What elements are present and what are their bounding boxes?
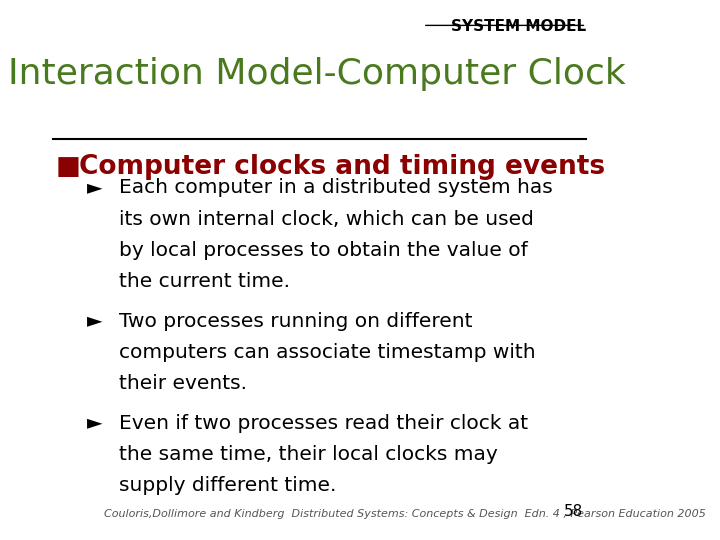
Text: ►: ► [87, 414, 103, 433]
Text: Each computer in a distributed system has: Each computer in a distributed system ha… [119, 178, 552, 197]
Text: Interaction Model-Computer Clock: Interaction Model-Computer Clock [8, 57, 626, 91]
Text: ►: ► [87, 178, 103, 197]
Text: by local processes to obtain the value of: by local processes to obtain the value o… [119, 241, 528, 260]
Text: ►: ► [87, 312, 103, 330]
Text: 58: 58 [564, 504, 583, 519]
Text: Even if two processes read their clock at: Even if two processes read their clock a… [119, 414, 528, 433]
Text: Two processes running on different: Two processes running on different [119, 312, 472, 330]
Text: supply different time.: supply different time. [119, 476, 336, 495]
Text: the same time, their local clocks may: the same time, their local clocks may [119, 445, 498, 464]
Text: ■: ■ [55, 154, 81, 180]
Text: SYSTEM MODEL: SYSTEM MODEL [451, 19, 586, 34]
Text: Computer clocks and timing events: Computer clocks and timing events [78, 154, 605, 180]
Text: the current time.: the current time. [119, 272, 290, 291]
Text: Couloris,Dollimore and Kindberg  Distributed Systems: Concepts & Design  Edn. 4 : Couloris,Dollimore and Kindberg Distribu… [104, 509, 706, 519]
Text: their events.: their events. [119, 374, 247, 393]
Text: its own internal clock, which can be used: its own internal clock, which can be use… [119, 210, 534, 228]
Text: computers can associate timestamp with: computers can associate timestamp with [119, 343, 536, 362]
